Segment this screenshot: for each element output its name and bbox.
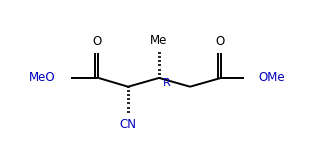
Text: O: O [215,35,224,48]
Text: OMe: OMe [258,71,285,84]
Text: CN: CN [120,118,137,131]
Text: O: O [93,35,102,48]
Text: MeO: MeO [29,71,56,84]
Text: R: R [163,78,170,88]
Text: Me: Me [151,34,168,47]
